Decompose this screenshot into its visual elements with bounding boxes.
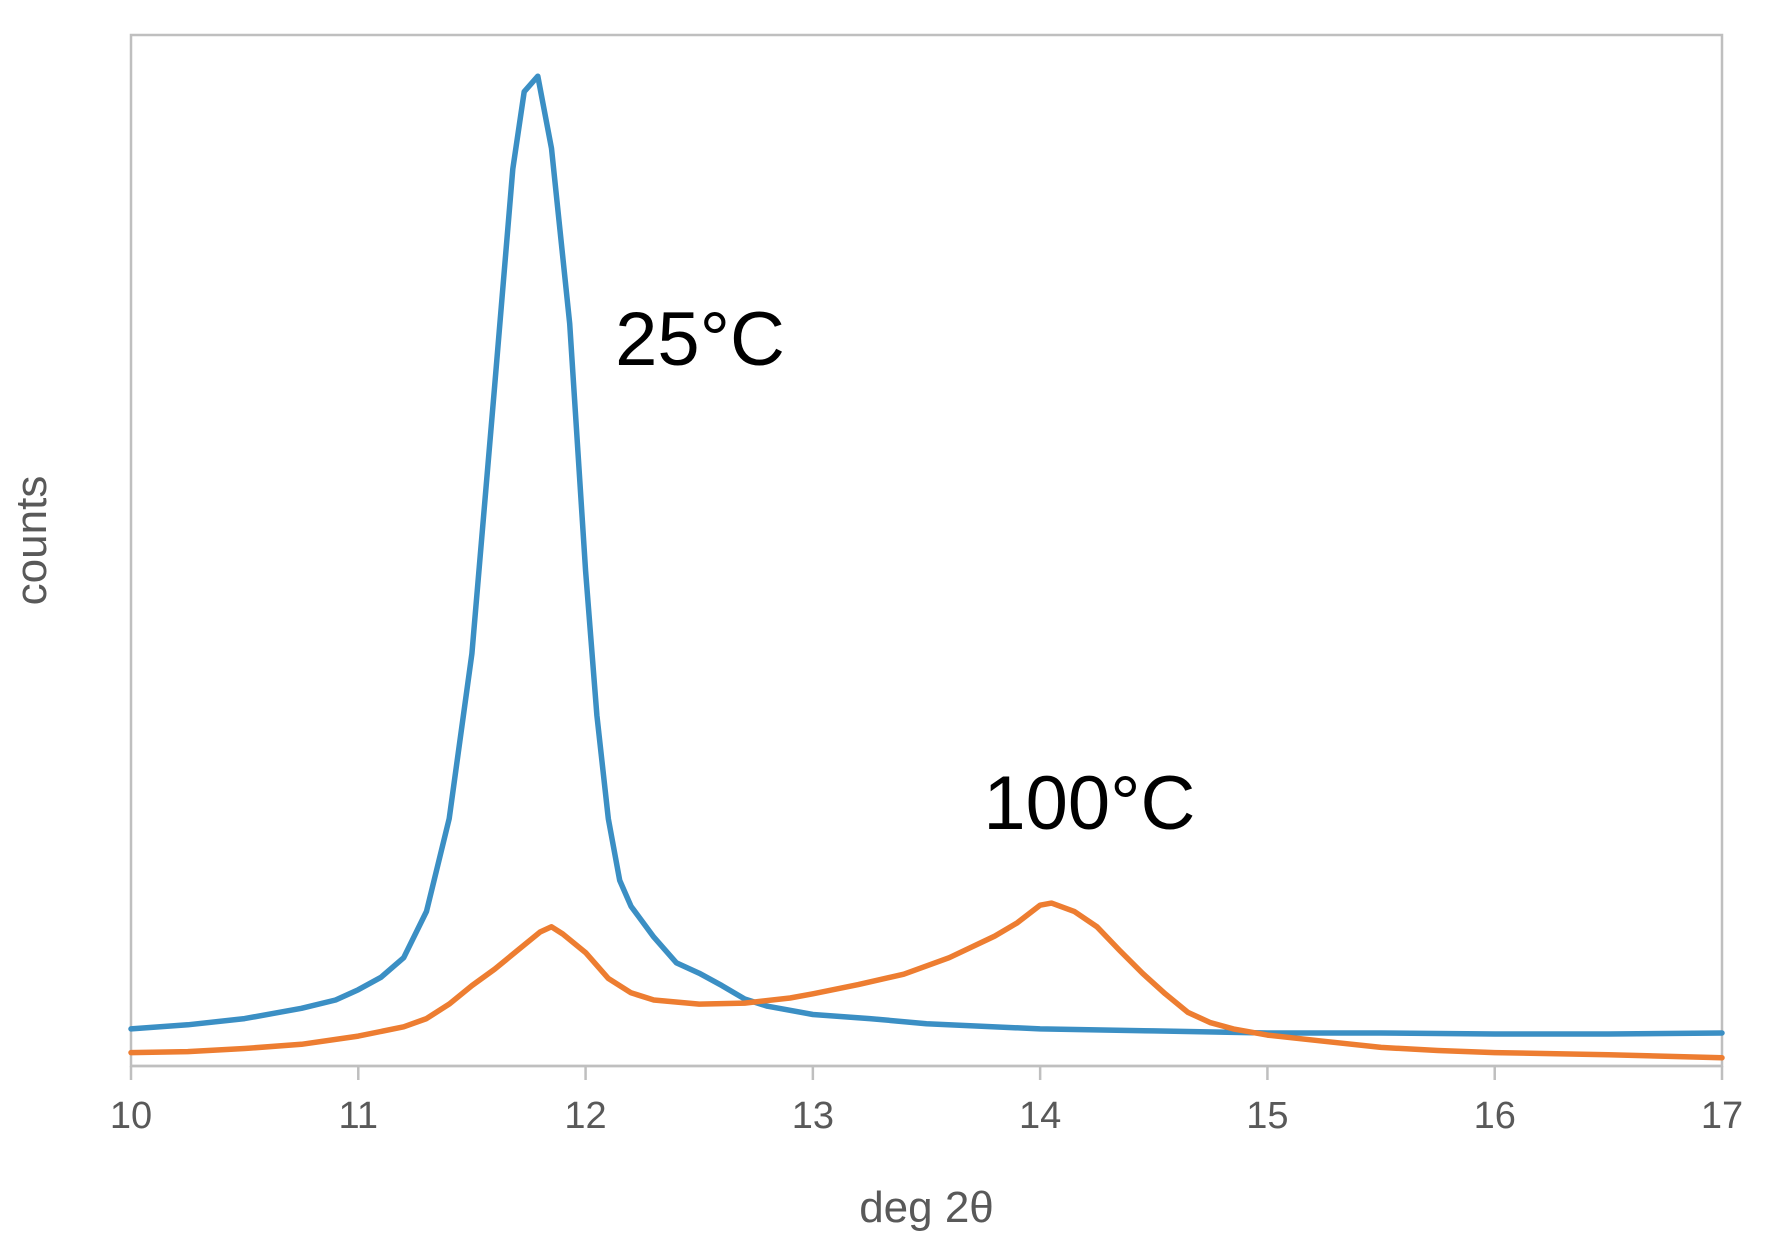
x-tick-label: 13: [792, 1095, 834, 1137]
x-tick-label: 15: [1246, 1095, 1288, 1137]
x-tick-label: 14: [1019, 1095, 1061, 1137]
x-tick-label: 11: [339, 1095, 378, 1137]
y-axis-title: counts: [7, 476, 56, 606]
annotation-label-1: 25°C: [615, 297, 785, 382]
x-axis-title: deg 2θ: [859, 1183, 994, 1232]
series-layer: [128, 73, 1725, 1061]
series-line-1: [128, 73, 1725, 1037]
annotation-label-2: 100°C: [983, 761, 1195, 846]
x-tick-label: 16: [1474, 1095, 1516, 1137]
x-tick-label: 10: [110, 1095, 152, 1137]
series-line-2: [128, 900, 1725, 1061]
x-tick-label: 17: [1701, 1095, 1743, 1137]
x-axis-ticks: 10 11 12 13 14 15 16 17: [110, 1066, 1743, 1137]
annotation-layer: 25°C 100°C: [615, 297, 1195, 846]
x-tick-label: 12: [564, 1095, 606, 1137]
